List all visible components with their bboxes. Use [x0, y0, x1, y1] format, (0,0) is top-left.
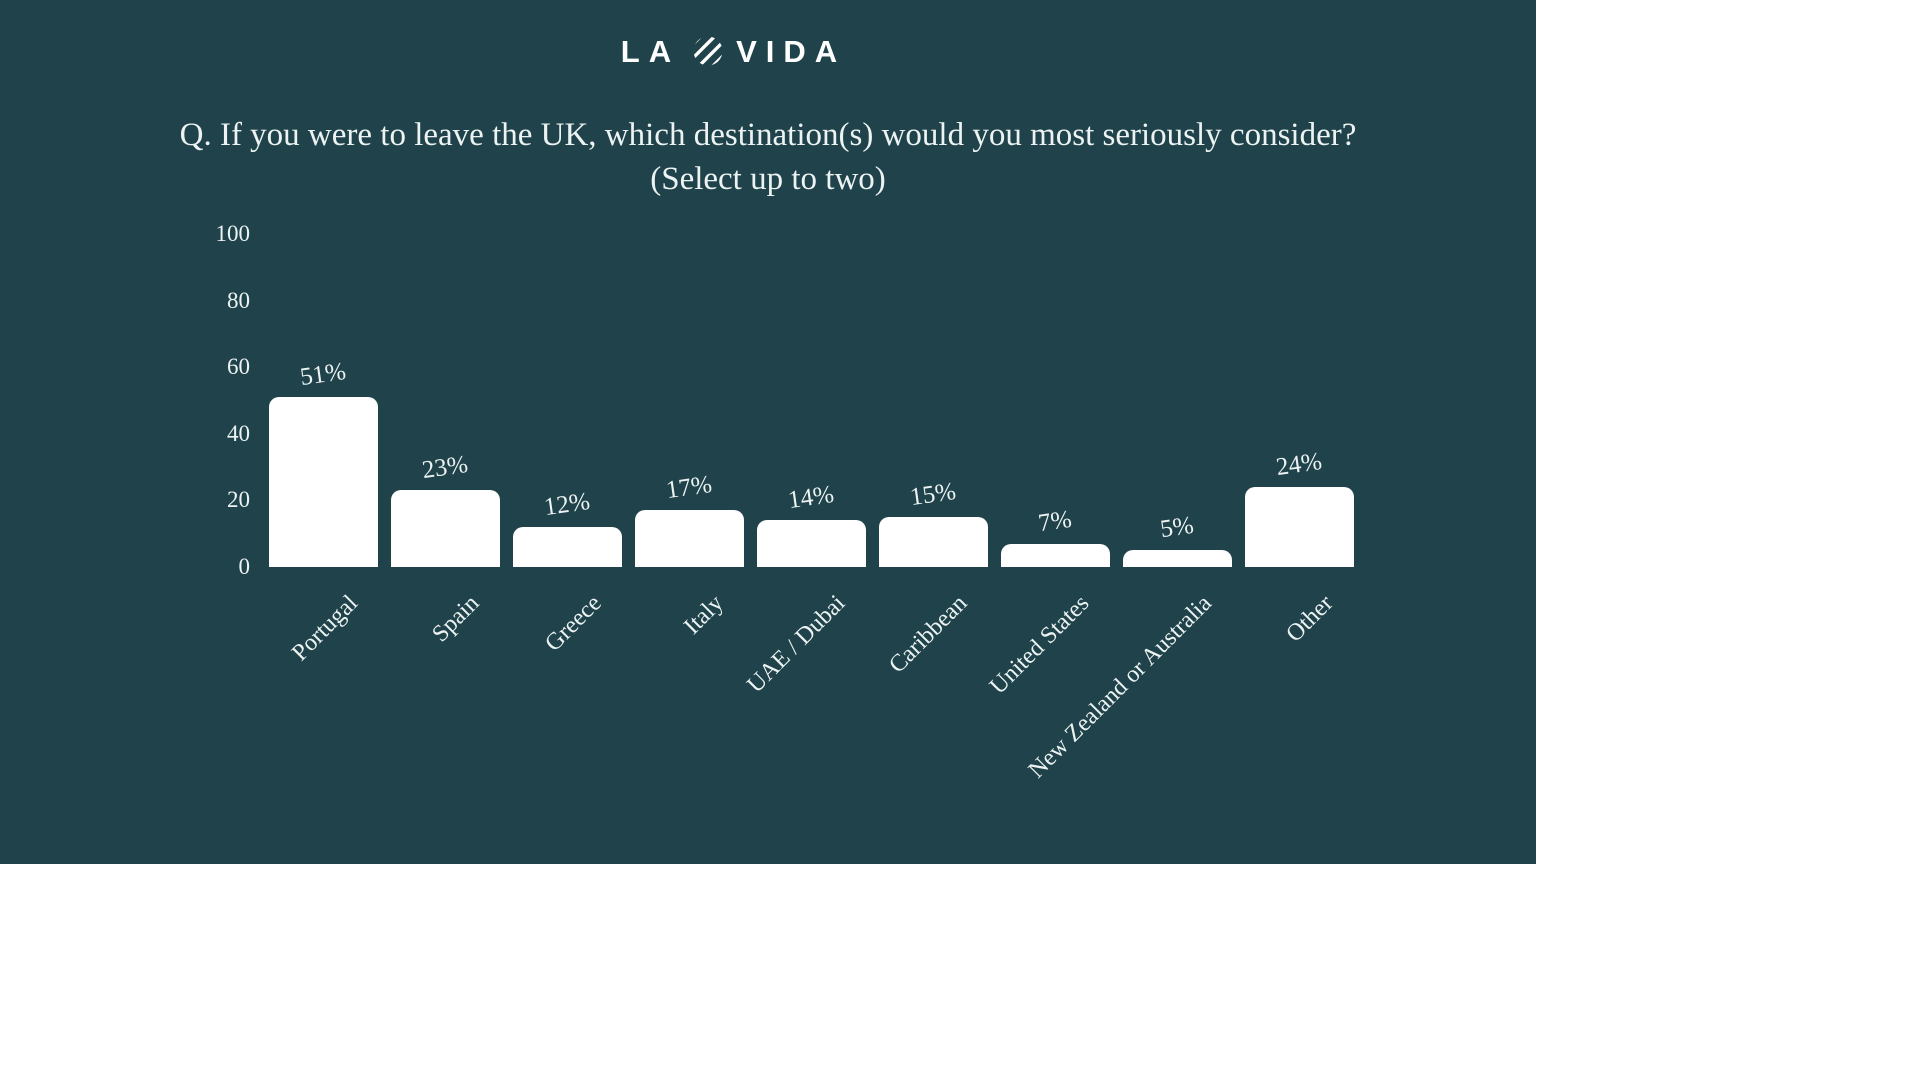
chart-title-block: Q. If you were to leave the UK, which de…	[0, 113, 1536, 201]
bar-slot-other: 24% Other	[1238, 234, 1360, 647]
y-tick-label: 20	[227, 487, 250, 513]
logo-text-la: LA	[620, 34, 681, 69]
y-tick-label: 60	[227, 354, 250, 380]
y-tick-label: 0	[238, 554, 251, 579]
striped-circle-icon	[693, 36, 723, 66]
bar-value-label: 7%	[1036, 505, 1074, 537]
bar-slot-uae-dubai: 14% UAE / Dubai	[743, 234, 872, 698]
bar-category-label: Other	[1281, 590, 1339, 648]
bar-value-label: 14%	[786, 481, 836, 515]
bar-caribbean	[878, 517, 988, 567]
bar-greece	[512, 527, 622, 567]
bar-value-label: 5%	[1158, 512, 1196, 544]
bar-category-label: UAE / Dubai	[742, 590, 851, 699]
bar-new-zealand-or-australia	[1122, 550, 1232, 567]
bar-value-label: 12%	[542, 487, 592, 522]
bar-united-states	[1000, 543, 1110, 567]
logo-text-vida: VIDA	[736, 34, 847, 69]
plot-area: 51% Portugal 23% Spain 12% Greece 17% Italy 14% U…	[262, 234, 1360, 784]
bar-value-label: 24%	[1274, 448, 1324, 482]
bar-value-label: 15%	[908, 478, 958, 512]
bar-value-label: 17%	[664, 471, 714, 505]
bar-slot-new-zealand-or-australia: 5% New Zealand or Australia	[1023, 234, 1238, 784]
bar-slot-portugal: 51% Portugal	[262, 234, 384, 666]
bar-value-label: 51%	[298, 358, 348, 392]
y-tick-label: 100	[215, 221, 251, 246]
bar-category-label: Spain	[427, 590, 485, 648]
la-vida-logo: LA VIDA	[0, 36, 1467, 67]
bar-slot-spain: 23% Spain	[384, 234, 506, 647]
bar-slot-italy: 17% Italy	[628, 234, 750, 640]
bar-category-label: United States	[985, 590, 1095, 700]
bar-italy	[634, 510, 744, 567]
bar-value-label: 23%	[420, 451, 470, 485]
y-tick-label: 40	[227, 420, 250, 446]
bar-slot-greece: 12% Greece	[506, 234, 628, 657]
chart-title: Q. If you were to leave the UK, which de…	[179, 117, 1357, 153]
bar-category-label: Caribbean	[884, 590, 973, 679]
bar-uae-dubai	[756, 520, 866, 567]
chart-panel: LA VIDA Q. If you were to leave the UK, …	[0, 0, 1536, 864]
bar-other	[1244, 487, 1354, 567]
bar-portugal	[268, 397, 378, 567]
bar-spain	[390, 490, 500, 567]
bar-category-label: Portugal	[286, 590, 363, 667]
chart-subtitle: (Select up to two)	[650, 161, 886, 197]
bar-category-label: Italy	[679, 590, 729, 640]
bar-slot-united-states: 7% United States	[985, 234, 1116, 700]
y-axis: 100 80 60 40 20 0	[150, 0, 251, 864]
y-tick-label: 80	[227, 287, 250, 313]
bar-slot-caribbean: 15% Caribbean	[872, 234, 994, 678]
bar-category-label: Greece	[540, 590, 607, 657]
